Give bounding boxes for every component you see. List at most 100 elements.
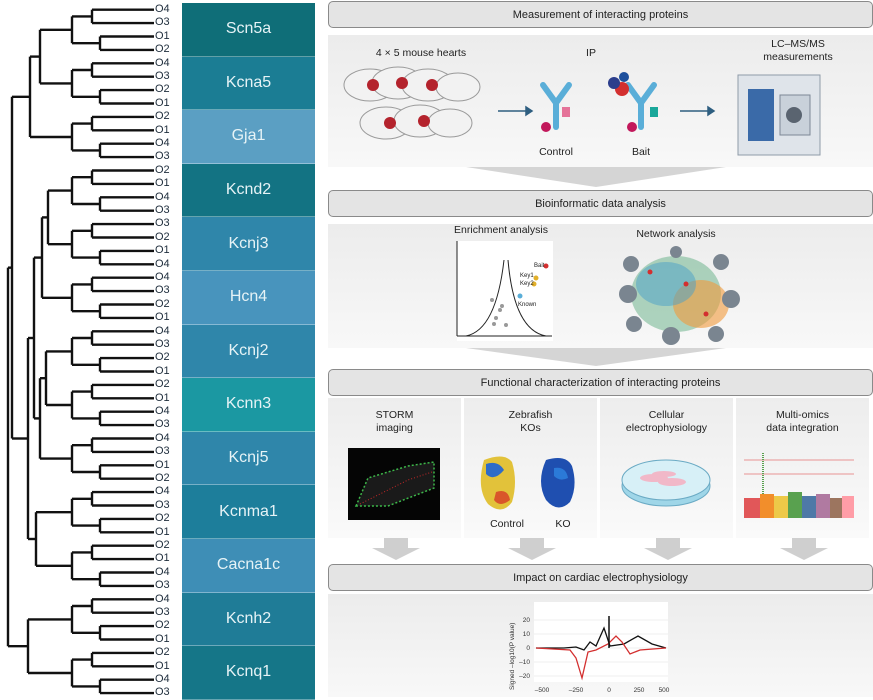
replicate-label: O2 <box>155 163 170 176</box>
volcano-label-key2: Key2 <box>520 281 534 287</box>
xtick-1: –250 <box>569 687 584 694</box>
ytick-1: 10 <box>523 631 531 638</box>
impact-chart: Signed –log10(P value) 20 10 0 –10 –20 –… <box>509 602 670 694</box>
replicate-label: O1 <box>155 632 170 645</box>
replicate-label: O3 <box>155 204 170 216</box>
gene-label: Kcnq1 <box>182 646 315 700</box>
replicate-label: O2 <box>155 297 170 310</box>
replicate-label: O2 <box>155 539 170 551</box>
replicate-label: O2 <box>155 351 170 364</box>
replicate-label: O1 <box>155 391 170 404</box>
replicate-label: O2 <box>155 230 170 243</box>
cellular-label: Cellular electrophysiology <box>625 409 708 434</box>
step4-header: Impact on cardiac electrophysiology <box>328 564 873 591</box>
replicate-label: O4 <box>155 565 170 578</box>
replicate-label: O1 <box>155 525 170 538</box>
replicate-label: O4 <box>155 324 170 337</box>
replicate-label: O3 <box>155 606 170 618</box>
replicate-label: O1 <box>155 29 170 42</box>
replicate-label: O3 <box>155 284 170 297</box>
hearts-label: 4 × 5 mouse hearts <box>375 47 467 59</box>
gene-label: Kcnd2 <box>182 163 315 218</box>
ytick-2: 0 <box>526 645 530 652</box>
gene-label: Kcnj2 <box>182 324 315 379</box>
step2-header: Bioinformatic data analysis <box>328 190 873 217</box>
replicate-label: O2 <box>155 83 170 96</box>
ytick-4: –20 <box>519 673 530 680</box>
replicate-label: O4 <box>155 485 170 498</box>
gene-label: Kcna5 <box>182 56 315 111</box>
petri-dish-image <box>621 459 711 507</box>
ytick-3: –10 <box>519 659 530 666</box>
flow-arrows-3 <box>372 538 828 560</box>
gene-label: Hcn4 <box>182 271 315 325</box>
replicate-label: O4 <box>155 271 170 283</box>
replicate-label: O3 <box>155 579 170 592</box>
replicate-label: O4 <box>155 190 170 203</box>
volcano-label-key1: Key1 <box>520 273 534 279</box>
replicate-label: O1 <box>155 244 170 257</box>
replicate-label: O2 <box>155 110 170 123</box>
control-label: Control <box>539 146 573 158</box>
xtick-3: 250 <box>634 687 645 694</box>
replicate-label: O1 <box>155 123 170 136</box>
storm-image <box>348 448 440 520</box>
zebrafish-ko-label: KO <box>555 518 571 530</box>
enrichment-label: Enrichment analysis <box>454 224 548 236</box>
replicate-label: O3 <box>155 150 170 163</box>
volcano-label-known: Known <box>518 302 537 308</box>
gene-label: Kcnj5 <box>182 431 315 486</box>
ip-label: IP <box>586 47 596 59</box>
zebrafish-image <box>480 456 575 510</box>
replicate-label: O4 <box>155 592 170 605</box>
mouse-hearts-icon <box>343 66 481 140</box>
bait-antibody-icon <box>625 82 657 130</box>
replicate-label: O2 <box>155 43 170 56</box>
replicate-label: O1 <box>155 177 170 190</box>
mass-spectrometer-icon <box>737 74 821 156</box>
replicate-label: O4 <box>155 3 170 15</box>
step3-header: Functional characterization of interacti… <box>328 369 873 396</box>
dendrogram-tree <box>6 8 154 695</box>
replicate-label: O3 <box>155 338 170 350</box>
replicate-label: O3 <box>155 217 170 230</box>
gene-label: Kcnma1 <box>182 485 315 539</box>
gene-label: Kcnj3 <box>182 217 315 271</box>
gene-label: Kcnh2 <box>182 592 315 647</box>
replicate-label: O4 <box>155 137 170 149</box>
replicate-label: O2 <box>155 619 170 632</box>
replicate-label: O1 <box>155 364 170 377</box>
replicate-label: O3 <box>155 16 170 29</box>
replicate-label: O1 <box>155 659 170 672</box>
replicate-label: O1 <box>155 311 170 324</box>
replicate-label: O1 <box>155 96 170 109</box>
xtick-0: –500 <box>535 687 550 694</box>
zebrafish-control-label: Control <box>490 518 524 530</box>
replicate-label: O4 <box>155 405 170 417</box>
control-protein-icon <box>541 122 551 132</box>
replicate-label: O4 <box>155 257 170 270</box>
volcano-plot <box>456 241 553 341</box>
xtick-4: 500 <box>659 687 670 694</box>
gene-label: Kcnn3 <box>182 378 315 432</box>
volcano-label-bait: Bait <box>534 263 545 269</box>
gene-label: Scn5a <box>182 3 315 57</box>
replicate-label: O2 <box>155 378 170 391</box>
bioinformatic-panel <box>328 224 873 348</box>
step1-header: Measurement of interacting proteins <box>328 1 873 28</box>
flow-arrow-2 <box>466 348 726 366</box>
replicate-label: O1 <box>155 552 170 565</box>
gene-label: Gja1 <box>182 110 315 164</box>
impact-ylabel: Signed –log10(P value) <box>509 623 516 690</box>
replicate-label: O3 <box>155 418 170 431</box>
bait-label: Bait <box>631 146 651 158</box>
zebrafish-label: Zebrafish KOs <box>508 409 553 434</box>
replicate-label: O4 <box>155 431 170 444</box>
replicate-label: O2 <box>155 512 170 525</box>
xtick-2: 0 <box>607 687 611 694</box>
replicate-label: O2 <box>155 646 170 659</box>
ytick-0: 20 <box>523 617 531 624</box>
replicate-label: O3 <box>155 686 170 699</box>
dendrogram-heatmap: O4 O3 O1 O2 Scn5a O4 O3 O2 O1 Kcna5 O2 O1 O4 O3 Gja1 O2… <box>0 0 320 700</box>
network-graph <box>619 246 740 345</box>
